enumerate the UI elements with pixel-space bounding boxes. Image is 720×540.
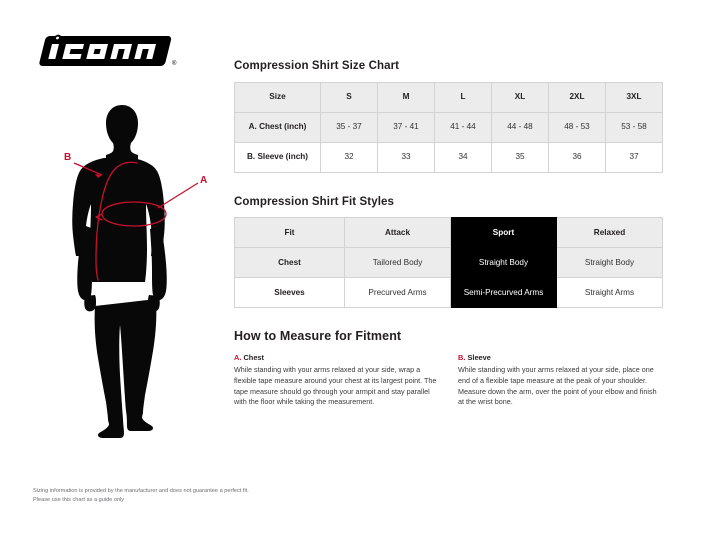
size-chart-title: Compression Shirt Size Chart xyxy=(234,60,400,72)
fit-row-chest: Chest Tailored Body Straight Body Straig… xyxy=(234,247,663,279)
fit-table-header-row: Fit Attack Sport Relaxed xyxy=(234,217,663,249)
label-a: A xyxy=(200,175,207,186)
measure-letter-b: B. xyxy=(458,353,466,363)
fit-row-label-chest: Chest xyxy=(234,247,345,279)
fit-col-header-fit: Fit xyxy=(234,217,345,249)
chest-value-l: 41 - 44 xyxy=(434,111,492,143)
fit-chest-attack: Tailored Body xyxy=(344,247,451,279)
fit-col-header-relaxed: Relaxed xyxy=(556,217,663,249)
row-label-chest: A. Chest (inch) xyxy=(234,111,321,143)
size-col-header-3xl: 3XL xyxy=(605,81,663,113)
disclaimer-line-2: Please use this chart as a guide only xyxy=(33,497,125,504)
fit-sleeves-attack: Precurved Arms xyxy=(344,277,451,309)
size-col-header-2xl: 2XL xyxy=(548,81,606,113)
disclaimer: Sizing information is provided by the ma… xyxy=(33,487,353,505)
fit-styles-table: Fit Attack Sport Relaxed Chest Tailored … xyxy=(234,217,663,309)
size-col-header-s: S xyxy=(320,81,378,113)
chest-value-2xl: 48 - 53 xyxy=(548,111,606,143)
chest-value-xl: 44 - 48 xyxy=(491,111,549,143)
body-silhouette-shape xyxy=(72,105,167,438)
size-col-header-l: L xyxy=(434,81,492,113)
measure-name-sleeve: Sleeve xyxy=(467,353,491,363)
measure-text-sleeve: While standing with your arms relaxed at… xyxy=(458,365,657,407)
fit-sleeves-relaxed: Straight Arms xyxy=(556,277,663,309)
measure-head-chest: A. Chest xyxy=(234,353,438,362)
svg-text:®: ® xyxy=(172,60,177,67)
content-column: Compression Shirt Size Chart Size S M L … xyxy=(234,60,663,408)
disclaimer-line-1: Sizing information is provided by the ma… xyxy=(33,488,249,494)
how-to-measure-title: How to Measure for Fitment xyxy=(234,329,402,344)
icon-logo: ® xyxy=(30,28,180,72)
fit-styles-title: Compression Shirt Fit Styles xyxy=(234,195,394,208)
fit-chest-relaxed: Straight Body xyxy=(556,247,663,279)
fit-row-label-sleeves: Sleeves xyxy=(234,277,345,309)
fit-sleeves-sport: Semi-Precurved Arms xyxy=(450,277,557,309)
how-to-measure-columns: A. Chest While standing with your arms r… xyxy=(234,353,662,408)
sleeve-value-m: 33 xyxy=(377,141,435,173)
body-measurement-diagram: B A xyxy=(30,88,215,438)
sleeve-value-l: 34 xyxy=(434,141,492,173)
size-chart-table: Size S M L XL 2XL 3XL A. Chest (inch) 35… xyxy=(234,81,663,173)
chest-value-3xl: 53 - 58 xyxy=(605,111,663,143)
table-row-sleeve: B. Sleeve (inch) 32 33 34 35 36 37 xyxy=(234,141,663,173)
size-col-header-size: Size xyxy=(234,81,321,113)
fit-chest-sport: Straight Body xyxy=(450,247,557,279)
measurement-lines xyxy=(73,161,199,281)
label-b: B xyxy=(64,152,71,163)
size-col-header-m: M xyxy=(377,81,435,113)
sleeve-value-3xl: 37 xyxy=(605,141,663,173)
size-col-header-xl: XL xyxy=(491,81,549,113)
sleeve-value-s: 32 xyxy=(320,141,378,173)
sleeve-value-2xl: 36 xyxy=(548,141,606,173)
row-label-sleeve: B. Sleeve (inch) xyxy=(234,141,321,173)
table-row-chest: A. Chest (inch) 35 - 37 37 - 41 41 - 44 … xyxy=(234,111,663,143)
fit-col-header-attack: Attack xyxy=(344,217,451,249)
measure-text-chest: While standing with your arms relaxed at… xyxy=(234,365,437,407)
measure-name-chest: Chest xyxy=(243,353,265,363)
measure-block-sleeve: B. Sleeve While standing with your arms … xyxy=(458,353,662,408)
measure-letter-a: A. xyxy=(234,353,242,363)
measure-block-chest: A. Chest While standing with your arms r… xyxy=(234,353,438,408)
size-table-header-row: Size S M L XL 2XL 3XL xyxy=(234,81,663,113)
measure-head-sleeve: B. Sleeve xyxy=(458,353,662,362)
fit-row-sleeves: Sleeves Precurved Arms Semi-Precurved Ar… xyxy=(234,277,663,309)
chest-value-s: 35 - 37 xyxy=(320,111,378,143)
fit-col-header-sport: Sport xyxy=(450,217,557,249)
sleeve-value-xl: 35 xyxy=(491,141,549,173)
chest-value-m: 37 - 41 xyxy=(377,111,435,143)
